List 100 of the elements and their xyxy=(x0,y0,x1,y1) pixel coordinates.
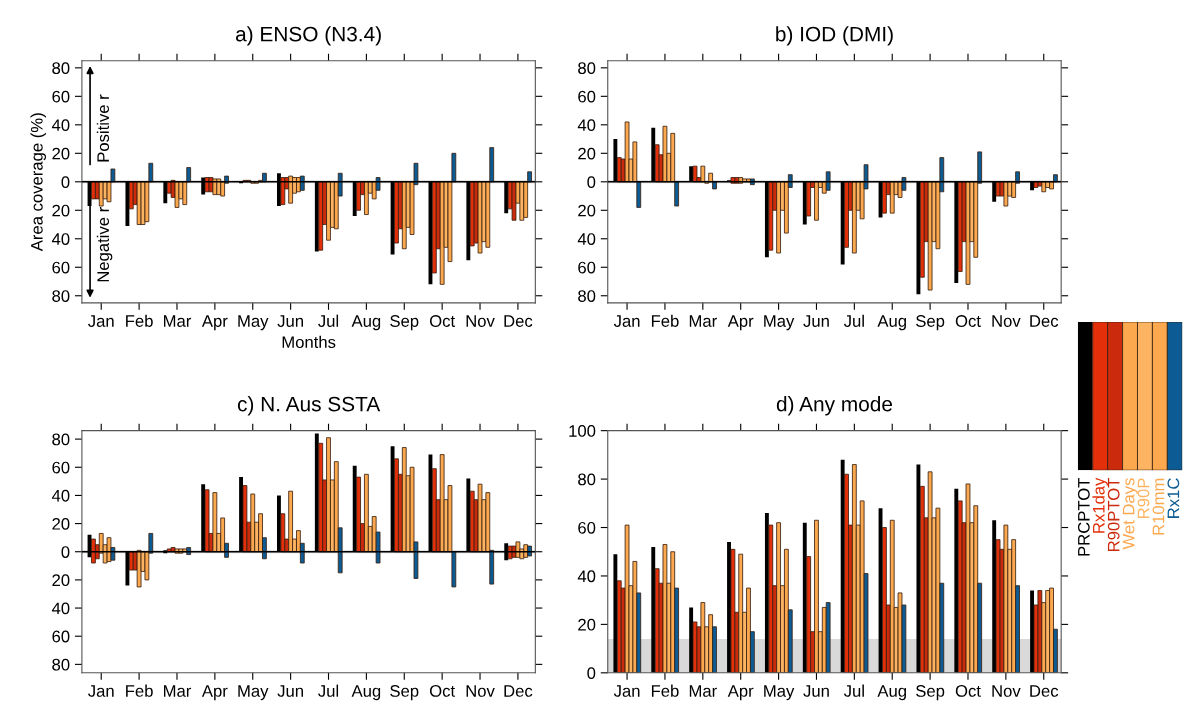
x-tick-label: Jan xyxy=(613,685,640,697)
text: R10mm xyxy=(1152,478,1165,535)
x-tick-label: Nov xyxy=(466,315,495,327)
y-tick-label: 60 xyxy=(52,630,70,643)
bar xyxy=(174,181,180,208)
x-tick-label: Jan xyxy=(613,315,640,327)
y-tick-label: 0 xyxy=(587,667,596,680)
x-tick-label: Mar xyxy=(164,315,192,327)
chart-title: a) ENSO (N3.4) xyxy=(236,26,381,46)
y-tick-label: 80 xyxy=(578,473,596,486)
y-tick-label: 20 xyxy=(578,147,596,160)
bar xyxy=(746,587,751,673)
x-tick-label: Nov xyxy=(992,685,1021,697)
y-tick-label: 20 xyxy=(578,204,596,217)
bar xyxy=(651,546,656,673)
x-tick-label: Oct xyxy=(955,685,981,697)
bar xyxy=(356,181,361,211)
x-tick-label: Jun xyxy=(803,315,829,327)
bar xyxy=(825,171,831,191)
bar xyxy=(935,507,941,673)
bar xyxy=(527,545,532,557)
y-tick-label: 20 xyxy=(52,204,70,217)
annotation: Positive r xyxy=(96,94,110,162)
bar xyxy=(288,490,293,553)
bar xyxy=(624,121,630,183)
bar xyxy=(662,125,668,183)
bar xyxy=(242,485,248,553)
y-tick-label: 60 xyxy=(52,90,70,103)
bar xyxy=(204,489,210,553)
y-tick-label: 40 xyxy=(51,233,70,245)
y-tick-label: 80 xyxy=(578,290,596,302)
bar xyxy=(624,524,630,673)
bar xyxy=(965,181,971,285)
y-tick-label: 20 xyxy=(52,574,70,587)
y-tick-label: 40 xyxy=(577,233,596,245)
x-tick-label: Dec xyxy=(504,685,533,697)
bar xyxy=(965,483,971,673)
bar xyxy=(364,473,369,553)
bar xyxy=(973,505,979,673)
text: Wet Days xyxy=(1122,478,1138,550)
bar xyxy=(738,553,744,673)
y-axis-title: Area coverage (%) xyxy=(30,113,47,252)
bar xyxy=(212,492,218,553)
bar xyxy=(916,464,921,673)
x-tick-label: Mar xyxy=(164,685,192,697)
bar xyxy=(692,165,698,183)
x-tick-label: Aug xyxy=(877,685,906,701)
y-tick-label: 20 xyxy=(52,147,70,160)
bar xyxy=(431,181,437,274)
text: Rx1C xyxy=(1167,478,1180,518)
y-tick-label: 0 xyxy=(61,546,70,558)
x-tick-label: Sep xyxy=(916,315,945,331)
x-tick-label: Jul xyxy=(843,314,864,327)
legend-label: PRCPTOT xyxy=(1077,477,1090,556)
x-tick-label: Nov xyxy=(466,685,495,697)
bar xyxy=(768,524,774,673)
bar xyxy=(889,181,895,214)
x-tick-label: Oct xyxy=(429,315,455,327)
y-tick-label: 60 xyxy=(52,461,70,474)
bar xyxy=(784,548,789,673)
y-tick-label: 20 xyxy=(52,517,70,530)
x-tick-label: Apr xyxy=(727,685,754,701)
bar xyxy=(326,437,331,553)
bar xyxy=(401,447,407,553)
y-tick-label: 80 xyxy=(52,433,70,446)
bar xyxy=(851,181,857,254)
x-tick-label: Aug xyxy=(877,315,906,331)
bar xyxy=(806,556,812,673)
bar xyxy=(91,538,96,564)
y-tick-label: 40 xyxy=(51,602,70,615)
y-tick-label: 100 xyxy=(569,425,596,437)
x-tick-label: May xyxy=(238,685,269,701)
bar xyxy=(814,181,819,221)
bar xyxy=(844,181,849,248)
x-tick-label: Apr xyxy=(201,315,228,331)
bar xyxy=(280,177,286,206)
bar xyxy=(776,522,781,673)
x-tick-label: Sep xyxy=(390,685,419,701)
y-tick-label: 60 xyxy=(578,261,596,274)
bar xyxy=(477,181,483,254)
x-tick-label: Jul xyxy=(318,314,339,327)
bar xyxy=(1011,539,1017,673)
x-tick-label: May xyxy=(764,315,795,331)
bar xyxy=(919,181,925,278)
bar xyxy=(700,165,706,183)
x-tick-label: Jun xyxy=(277,315,303,327)
bar xyxy=(882,527,887,673)
bar xyxy=(844,473,849,673)
x-tick-label: Jul xyxy=(843,684,864,697)
x-tick-label: Feb xyxy=(651,314,679,327)
y-tick-label: 40 xyxy=(577,570,596,583)
y-tick-label: 80 xyxy=(52,62,70,75)
bar xyxy=(288,175,293,204)
bar xyxy=(401,181,407,250)
bar xyxy=(897,181,903,198)
x-tick-label: Aug xyxy=(351,685,381,701)
bar xyxy=(364,181,369,215)
x-tick-label: Jan xyxy=(88,685,114,697)
x-tick-label: Jan xyxy=(88,315,114,327)
bar xyxy=(889,519,895,673)
